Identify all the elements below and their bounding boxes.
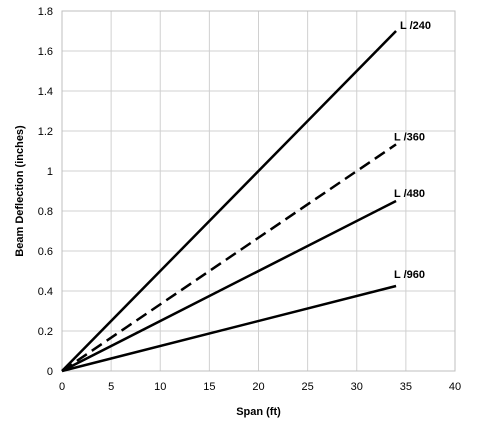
series-label-4: L /960 (394, 269, 425, 281)
y-tick-label: 0.2 (38, 326, 53, 338)
y-tick-label: 0.4 (38, 286, 53, 298)
x-axis-title: Span (ft) (236, 406, 281, 418)
x-tick-label: 0 (59, 381, 65, 393)
y-tick-label: 0.6 (38, 246, 53, 258)
y-tick-label: 1 (47, 166, 53, 178)
x-tick-label: 40 (449, 381, 461, 393)
y-tick-label: 1.4 (38, 86, 53, 98)
series-lines (61, 30, 397, 373)
x-tick-label: 30 (351, 381, 363, 393)
x-tick-label: 35 (400, 381, 412, 393)
x-tick-label: 5 (108, 381, 114, 393)
series-line-2 (61, 143, 397, 373)
x-tick-label: 20 (252, 381, 264, 393)
y-axis-title: Beam Deflection (inches) (14, 125, 26, 257)
y-tick-label: 0 (47, 366, 53, 378)
y-tick-label: 1.6 (38, 46, 53, 58)
x-tick-label: 15 (203, 381, 215, 393)
x-tick-label: 10 (154, 381, 166, 393)
series-label-3: L /480 (394, 188, 425, 200)
gridlines (61, 10, 456, 372)
series-labels: L /240 L /360 L /480 L /960 (394, 20, 431, 281)
y-tick-label: 0.8 (38, 206, 53, 218)
series-label-1: L /240 (400, 20, 431, 32)
tick-labels: 0 5 10 15 20 25 30 35 40 0 0.2 0.4 0.6 0.8 1 1.2 1.4 1.6 1… (38, 6, 461, 393)
plot-area (61, 10, 456, 372)
series-label-2: L /360 (394, 131, 425, 143)
y-tick-label: 1.2 (38, 126, 53, 138)
y-tick-label: 1.8 (38, 6, 53, 18)
series-line-3 (61, 199, 397, 373)
series-line-4 (61, 284, 397, 373)
x-tick-label: 25 (302, 381, 314, 393)
series-line-1 (61, 30, 397, 372)
